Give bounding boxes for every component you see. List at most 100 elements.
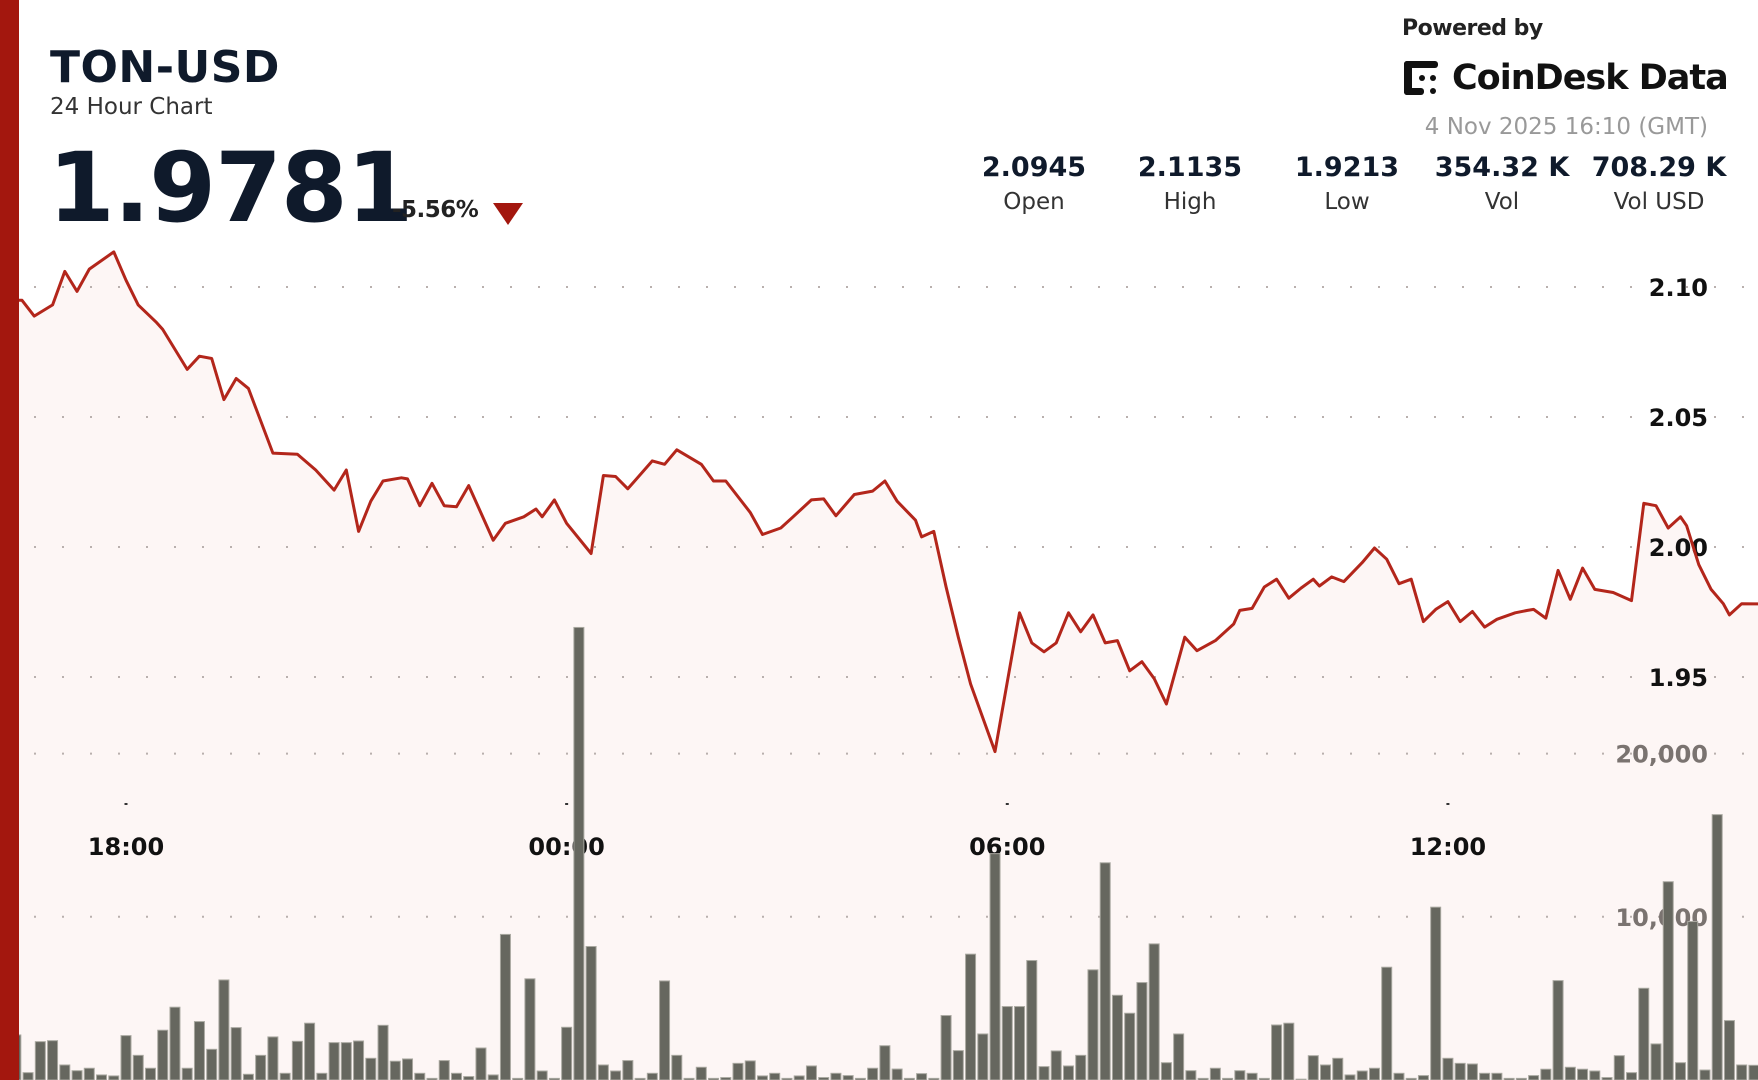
stat-label: Vol xyxy=(1484,189,1520,215)
current-price: 1.9781 xyxy=(48,132,413,244)
volume-bar xyxy=(916,1073,928,1080)
volume-bar xyxy=(940,1015,952,1080)
volume-bar xyxy=(769,1072,781,1080)
volume-bar xyxy=(842,1075,854,1080)
stat-label: Open xyxy=(1003,189,1065,215)
accent-bar xyxy=(0,0,19,1080)
volume-bar xyxy=(1601,1077,1613,1080)
volume-bar xyxy=(793,1075,805,1080)
volume-bar xyxy=(230,1027,242,1080)
stat-value: 354.32 K xyxy=(1434,152,1570,183)
volume-bar xyxy=(206,1048,218,1080)
volume-bar xyxy=(22,1072,34,1080)
volume-bar xyxy=(144,1067,156,1080)
stat-value: 2.1135 xyxy=(1137,152,1243,183)
volume-bar xyxy=(646,1072,658,1080)
volume-bar xyxy=(108,1075,120,1080)
volume-bar xyxy=(854,1077,866,1080)
volume-bars xyxy=(10,626,1758,1080)
volume-bar xyxy=(1026,960,1038,1080)
x-tick-mark xyxy=(1446,803,1450,805)
volume-bar xyxy=(316,1072,328,1080)
volume-bar xyxy=(1711,814,1723,1080)
y-tick-label: 2.05 xyxy=(1649,404,1708,432)
volume-bar xyxy=(1589,1070,1601,1080)
volume-bar xyxy=(291,1040,303,1080)
volume-bar xyxy=(1405,1077,1417,1080)
volume-bar xyxy=(1160,1062,1172,1080)
volume-bar xyxy=(1185,1070,1197,1080)
volume-bar xyxy=(573,626,585,1080)
volume-bar xyxy=(1124,1012,1136,1080)
volume-bar xyxy=(524,978,536,1080)
stat-value: 1.9213 xyxy=(1294,152,1400,183)
coindesk-logo-icon xyxy=(1404,61,1438,95)
volume-bar xyxy=(1173,1033,1185,1080)
volume-bar xyxy=(1674,1062,1686,1080)
volume-bar xyxy=(96,1074,108,1080)
volume-bar xyxy=(83,1067,95,1080)
volume-bar xyxy=(610,1070,622,1080)
stat-value: 2.0945 xyxy=(981,152,1087,183)
volume-bar xyxy=(512,1077,524,1080)
volume-bar xyxy=(708,1077,720,1080)
volume-bar xyxy=(132,1054,144,1080)
volume-bar xyxy=(891,1068,903,1080)
volume-bar xyxy=(426,1077,438,1080)
x-tick-label: 12:00 xyxy=(1410,833,1486,861)
volume-bar xyxy=(1271,1024,1283,1080)
volume-bar xyxy=(1209,1067,1221,1080)
volume-bar xyxy=(218,979,230,1080)
volume-bar xyxy=(622,1060,634,1080)
volume-bar xyxy=(169,1006,181,1080)
volume-bar xyxy=(1528,1075,1540,1080)
volume-bar xyxy=(1454,1062,1466,1080)
volume-bar xyxy=(989,853,1001,1080)
stat-value: 708.29 K xyxy=(1591,152,1727,183)
timestamp: 4 Nov 2025 16:10 (GMT) xyxy=(1424,114,1708,140)
volume-bar xyxy=(1307,1055,1319,1080)
volume-bar xyxy=(487,1074,499,1080)
chart-subtitle: 24 Hour Chart xyxy=(50,94,213,120)
stat-high: 2.1135 High xyxy=(1115,152,1265,215)
volume-bar xyxy=(1062,1065,1074,1080)
volume-bar xyxy=(781,1077,793,1080)
x-tick-label: 18:00 xyxy=(88,833,164,861)
coindesk-data-logo: CoinDesk Data xyxy=(1402,58,1729,98)
stat-vol-usd: 708.29 K Vol USD xyxy=(1584,152,1734,215)
volume-bar xyxy=(193,1021,205,1080)
volume-bar xyxy=(267,1036,279,1080)
volume-bar xyxy=(1417,1075,1429,1080)
volume-bar xyxy=(1075,1054,1087,1080)
volume-bar xyxy=(1552,980,1564,1080)
volume-bar xyxy=(952,1050,964,1080)
volume-bar xyxy=(1246,1072,1258,1080)
stat-label: High xyxy=(1163,189,1217,215)
volume-bar xyxy=(450,1072,462,1080)
volume-bar xyxy=(1540,1068,1552,1080)
volume-bar xyxy=(499,933,511,1080)
volume-bar xyxy=(353,1040,365,1080)
volume-bar xyxy=(756,1075,768,1080)
volume-bar xyxy=(1491,1072,1503,1080)
volume-bar xyxy=(928,1077,940,1080)
volume-bar xyxy=(389,1060,401,1080)
volume-bar xyxy=(157,1029,169,1080)
volume-bar xyxy=(720,1077,732,1080)
y-tick-label: 1.95 xyxy=(1649,664,1708,692)
volume-bar xyxy=(1503,1077,1515,1080)
volume-bar xyxy=(561,1026,573,1080)
volume-bar xyxy=(1393,1072,1405,1080)
volume-bar xyxy=(597,1064,609,1080)
volume-bar xyxy=(402,1058,414,1080)
volume-bar xyxy=(463,1076,475,1080)
volume-bar xyxy=(1564,1066,1576,1080)
y-tick-label: 2.00 xyxy=(1649,534,1708,562)
volume-bar xyxy=(1344,1074,1356,1080)
volume-bar xyxy=(1050,1050,1062,1080)
volume-bar xyxy=(1662,881,1674,1080)
volume-bar xyxy=(671,1054,683,1080)
volume-bar xyxy=(34,1041,46,1080)
volume-bar xyxy=(414,1072,426,1080)
